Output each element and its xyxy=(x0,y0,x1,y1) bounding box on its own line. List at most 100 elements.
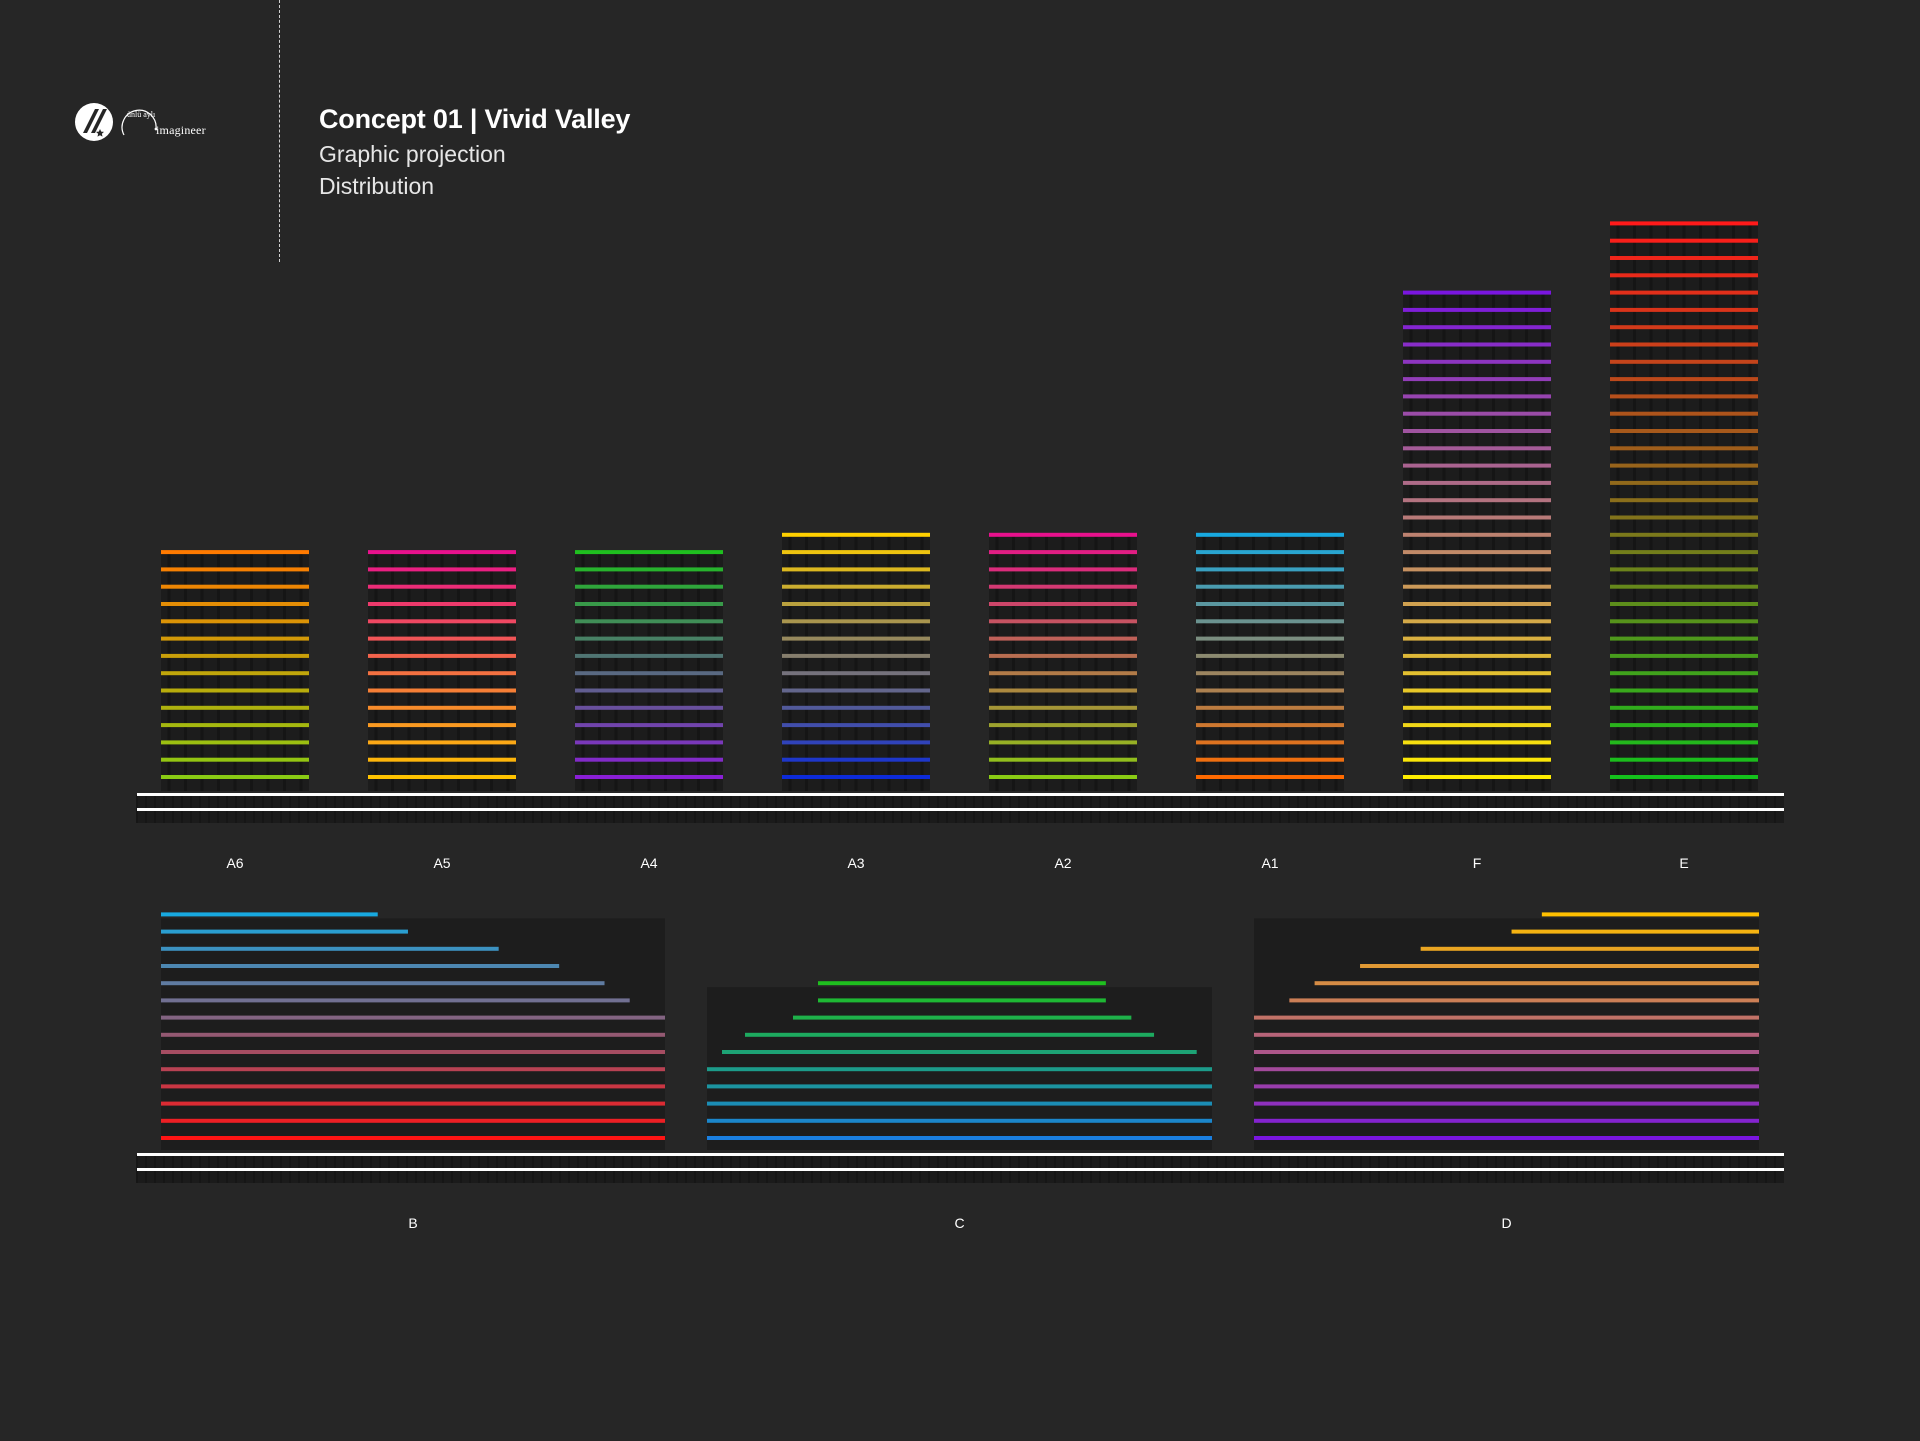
building-b-floor xyxy=(161,1136,665,1140)
building-b xyxy=(161,912,665,1150)
header-divider xyxy=(279,0,280,262)
building-a1-floor xyxy=(1196,567,1344,572)
building-b-floor xyxy=(161,981,605,986)
building-a3-floor xyxy=(782,705,930,710)
building-b-floor xyxy=(161,1084,665,1089)
building-a5-floor xyxy=(368,775,516,779)
building-d-floor xyxy=(1254,1084,1759,1089)
building-e-floor xyxy=(1610,498,1758,503)
building-f-floor xyxy=(1403,480,1551,485)
building-e-floor xyxy=(1610,290,1758,295)
building-b-floor xyxy=(161,1050,665,1054)
building-a2-floor xyxy=(989,653,1137,658)
building-a3-floor xyxy=(782,740,930,745)
building-f-floor xyxy=(1403,705,1551,710)
building-e-floor xyxy=(1610,342,1758,347)
building-b-floor xyxy=(161,912,378,917)
building-a3-floor xyxy=(782,757,930,762)
building-e-floor xyxy=(1610,307,1758,312)
building-a4-floor xyxy=(575,688,723,693)
building-a1-floor xyxy=(1196,740,1344,745)
building-e-floor xyxy=(1610,377,1758,382)
building-a5-floor xyxy=(368,757,516,762)
building-a2-floor xyxy=(989,671,1137,676)
building-a5-floor xyxy=(368,567,516,572)
building-e-floor xyxy=(1610,550,1758,555)
ground-line xyxy=(136,1153,1784,1183)
building-e-floor xyxy=(1610,584,1758,589)
building-e-floor xyxy=(1610,740,1758,745)
building-a1-floor xyxy=(1196,550,1344,555)
building-a4-floor xyxy=(575,705,723,710)
building-a6 xyxy=(161,550,309,791)
building-f-floor xyxy=(1403,619,1551,624)
building-a2-floor xyxy=(989,619,1137,624)
building-f-floor xyxy=(1403,723,1551,728)
building-a4 xyxy=(575,550,723,791)
building-e-floor xyxy=(1610,619,1758,624)
building-a1-floor xyxy=(1196,775,1344,779)
building-a6-floor xyxy=(161,757,309,762)
building-a6-floor xyxy=(161,688,309,693)
building-a1 xyxy=(1196,532,1344,791)
building-a3-floor xyxy=(782,532,930,537)
building-b-floor xyxy=(161,929,408,934)
building-d-floor xyxy=(1254,1032,1759,1037)
building-a5-floor xyxy=(368,550,516,555)
building-a3-floor xyxy=(782,653,930,658)
building-f-floor xyxy=(1403,671,1551,676)
building-a5-floor xyxy=(368,584,516,589)
building-e-floor xyxy=(1610,757,1758,762)
building-a2-floor xyxy=(989,775,1137,779)
building-e-floor xyxy=(1610,411,1758,416)
building-c-floor xyxy=(745,1032,1155,1037)
building-a5-floor xyxy=(368,688,516,693)
building-a3-floor xyxy=(782,602,930,606)
building-d-floor xyxy=(1360,964,1759,968)
building-e-floor xyxy=(1610,515,1758,520)
ground-line xyxy=(136,793,1784,823)
building-d-floor xyxy=(1254,1136,1759,1140)
building-a4-floor xyxy=(575,602,723,606)
building-label-a1: A1 xyxy=(1261,855,1278,871)
building-a3-floor xyxy=(782,636,930,641)
building-a3-floor xyxy=(782,567,930,572)
building-c-floor xyxy=(818,981,1106,986)
building-a6-floor xyxy=(161,550,309,555)
building-b-floor xyxy=(161,1015,665,1020)
building-f-floor xyxy=(1403,636,1551,641)
building-e xyxy=(1610,221,1758,791)
building-e-floor xyxy=(1610,325,1758,330)
building-a3-floor xyxy=(782,619,930,624)
building-e-floor xyxy=(1610,394,1758,399)
building-a2-floor xyxy=(989,602,1137,606)
building-a6-floor xyxy=(161,740,309,745)
building-a2-floor xyxy=(989,740,1137,745)
building-d-floor xyxy=(1254,1067,1759,1072)
logo-mark-icon xyxy=(75,103,113,141)
logo-wordmark: imagineer xyxy=(156,123,206,137)
logo: ünlü aylı imagineer xyxy=(74,102,214,146)
building-d xyxy=(1254,912,1759,1150)
building-a3-floor xyxy=(782,584,930,589)
building-a2-floor xyxy=(989,705,1137,710)
building-a2-floor xyxy=(989,636,1137,641)
building-f-floor xyxy=(1403,584,1551,589)
building-a3-floor xyxy=(782,671,930,676)
building-a2-floor xyxy=(989,723,1137,728)
page-title: Concept 01 | Vivid Valley xyxy=(319,104,631,134)
building-a4-floor xyxy=(575,619,723,624)
building-e-floor xyxy=(1610,775,1758,779)
building-f-floor xyxy=(1403,688,1551,693)
building-a4-floor xyxy=(575,550,723,555)
logo-seal-text: ünlü aylı xyxy=(127,110,156,119)
building-a1-floor xyxy=(1196,688,1344,693)
building-a2-floor xyxy=(989,550,1137,555)
building-d-floor xyxy=(1511,929,1759,934)
building-f xyxy=(1403,290,1551,791)
building-a5-floor xyxy=(368,671,516,676)
building-c-floor xyxy=(707,1118,1212,1123)
building-e-floor xyxy=(1610,256,1758,260)
building-a1-floor xyxy=(1196,671,1344,676)
